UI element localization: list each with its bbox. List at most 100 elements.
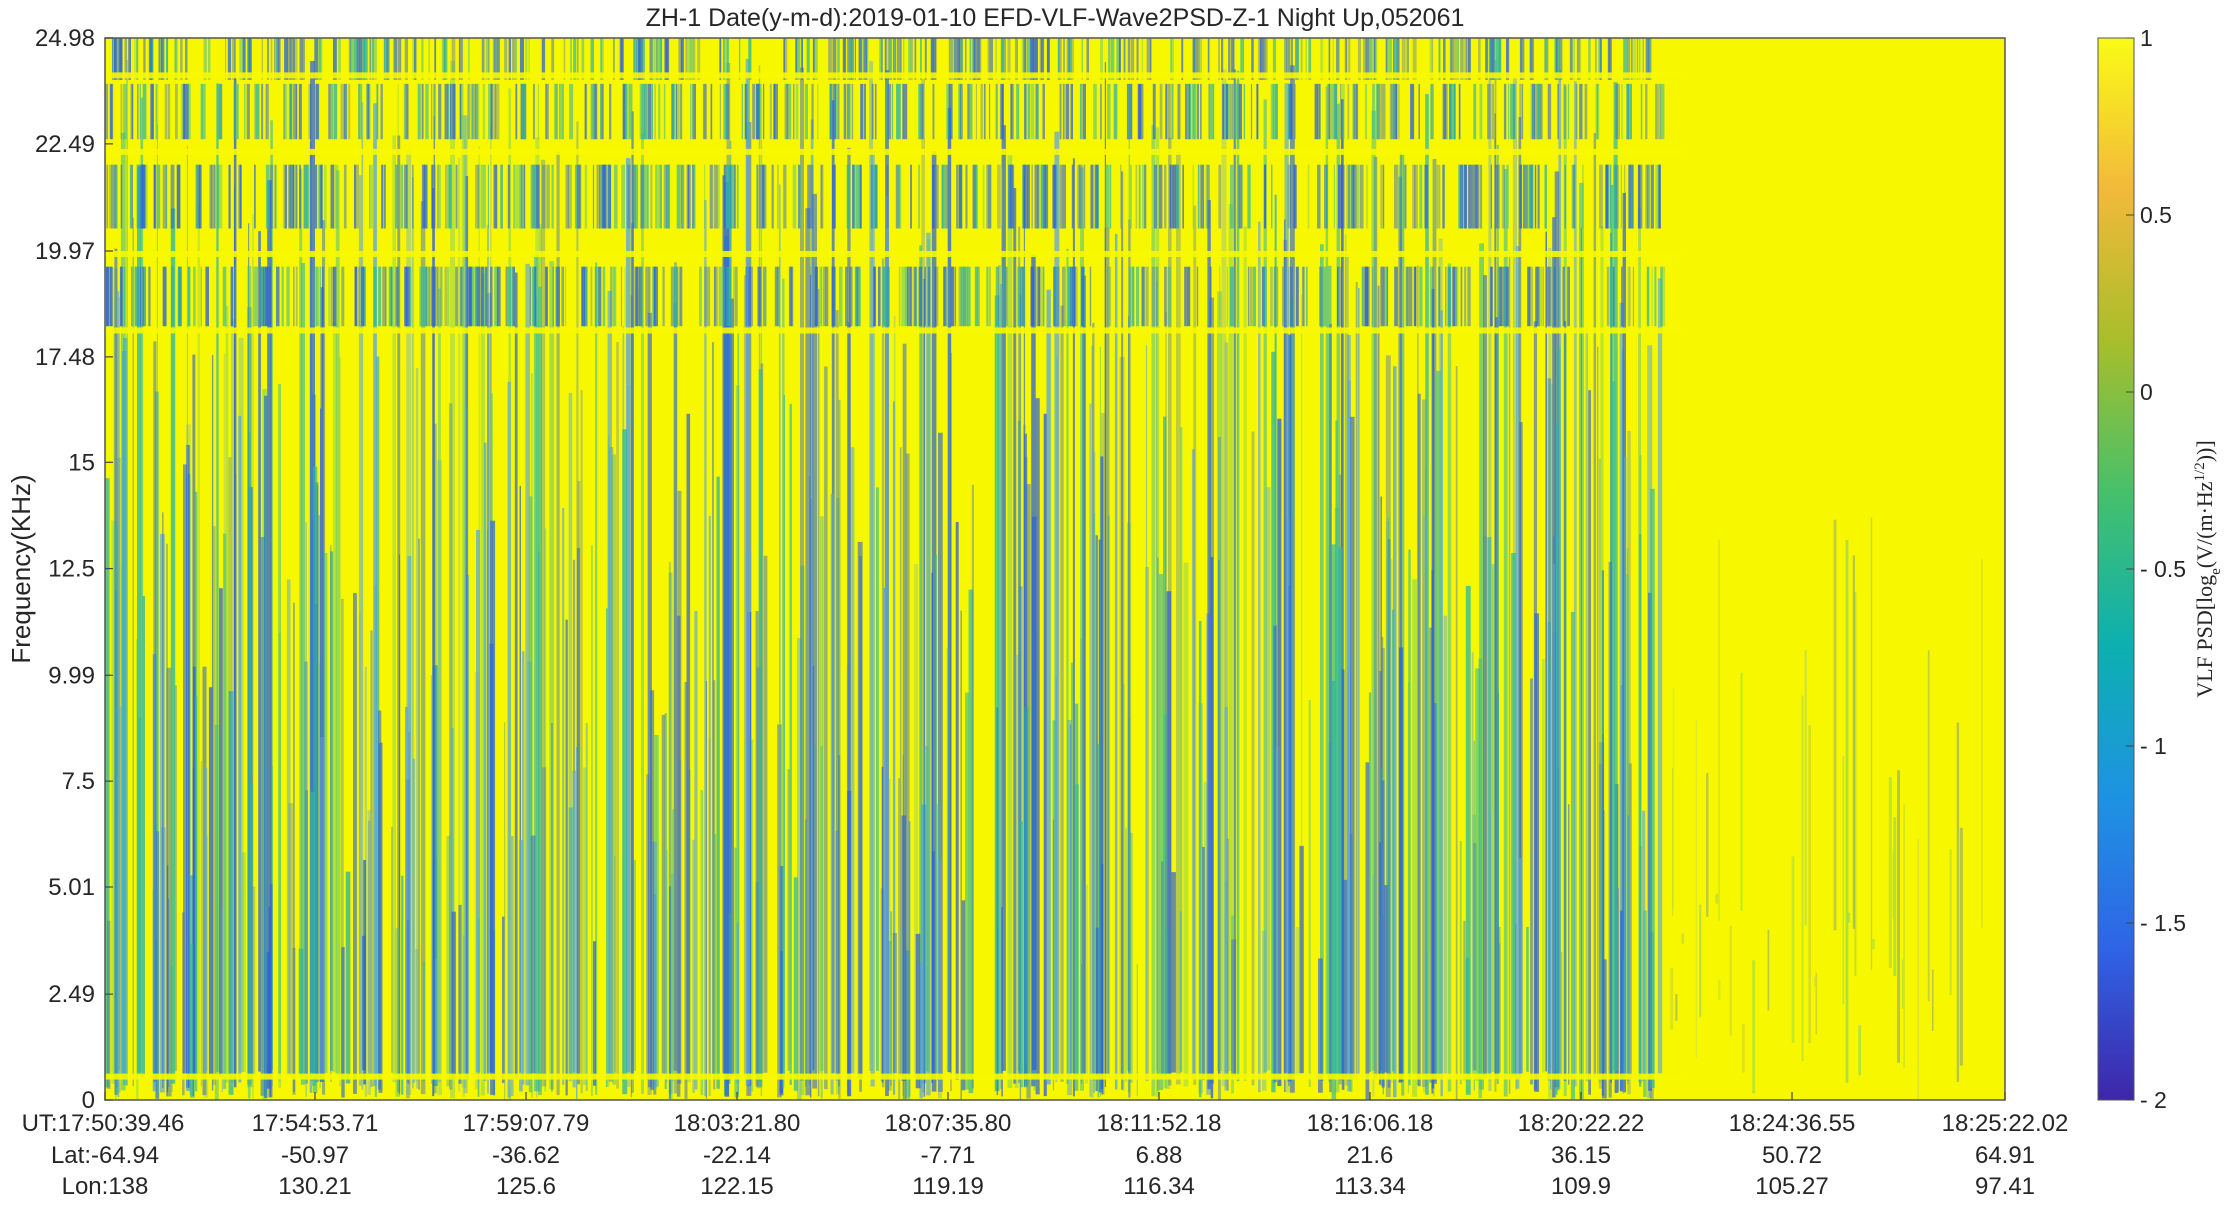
spectrogram-band-streak xyxy=(1024,83,1026,140)
spectrogram-band-streak xyxy=(559,83,561,140)
spectrogram-band-streak xyxy=(773,83,776,140)
x-axis: UT:17:50:39.46Lat:-64.94Lon:13817:54:53.… xyxy=(22,1092,2068,1200)
spectrogram-band-streak xyxy=(449,83,452,140)
spectrogram-band-streak xyxy=(162,266,167,327)
spectrogram-streak xyxy=(887,940,892,1091)
spectrogram-band-streak xyxy=(248,38,252,80)
spectrogram-streak xyxy=(1624,456,1627,1080)
spectrogram-band-streak xyxy=(353,38,357,80)
spectrogram-band-streak xyxy=(109,266,113,327)
spectrogram-band-streak xyxy=(1418,83,1420,140)
spectrogram-band-streak xyxy=(1089,266,1092,327)
spectrogram-streak xyxy=(299,168,303,1079)
spectrogram-streak xyxy=(672,809,674,1082)
spectrogram-streak xyxy=(189,943,194,1096)
spectrogram-band-streak xyxy=(1479,83,1483,140)
spectrogram-band-streak xyxy=(642,164,645,229)
spectrogram-streak xyxy=(686,413,691,1079)
spectrogram-streak xyxy=(446,835,451,1087)
spectrogram-band-streak xyxy=(1272,38,1276,80)
spectrogram-streak xyxy=(264,395,268,1098)
spectrogram-band-streak xyxy=(1073,266,1076,327)
spectrogram-band-streak xyxy=(1496,38,1500,80)
spectrogram-band-streak xyxy=(110,83,113,140)
spectrogram-band-streak xyxy=(1033,38,1038,80)
spectrogram-streak xyxy=(1463,920,1466,1081)
spectrogram-streak xyxy=(1275,746,1280,1081)
spectrogram-band-streak xyxy=(1408,266,1413,327)
spectrogram-band-streak xyxy=(1645,38,1649,80)
spectrogram-streak xyxy=(1491,564,1497,1072)
spectrogram-streak xyxy=(1387,539,1391,1088)
spectrogram-band-streak xyxy=(1429,266,1433,327)
spectrogram-streak xyxy=(1603,810,1605,1072)
spectrogram-band-streak xyxy=(330,164,335,229)
spectrogram-streak xyxy=(1622,959,1625,1094)
spectrogram-band-streak xyxy=(685,38,687,80)
spectrogram-band-streak xyxy=(932,164,935,229)
spectrogram-band-streak xyxy=(403,83,406,140)
spectrogram-streak xyxy=(514,272,518,1079)
spectrogram-band-streak xyxy=(425,266,430,327)
spectrogram-streak xyxy=(1695,720,1697,1059)
spectrogram-band-streak xyxy=(614,266,616,327)
spectrogram-band-streak xyxy=(901,266,904,327)
spectrogram-band-streak xyxy=(820,164,822,229)
spectrogram-plot-area xyxy=(104,37,2006,1101)
spectrogram-band-streak xyxy=(624,266,626,327)
spectrogram-band-streak xyxy=(1127,38,1131,80)
spectrogram-streak xyxy=(458,904,462,1084)
spectrogram-band-streak xyxy=(397,38,401,80)
spectrogram-band-streak xyxy=(493,38,497,80)
spectrogram-band-streak xyxy=(1053,266,1056,327)
spectrogram-band-streak xyxy=(1230,164,1234,229)
spectrogram-band-streak xyxy=(1055,164,1058,229)
spectrogram-band-streak xyxy=(1412,38,1417,80)
spectrogram-streak xyxy=(1599,742,1605,1076)
spectrogram-band-streak xyxy=(456,164,459,229)
spectrogram-streak xyxy=(1121,171,1124,1090)
spectrogram-band-streak xyxy=(636,38,640,80)
spectrogram-band-streak xyxy=(150,83,154,140)
spectrogram-streak xyxy=(612,454,616,1085)
spectrogram-band-streak xyxy=(850,38,854,80)
spectrogram-band-streak xyxy=(353,38,358,80)
spectrogram-streak xyxy=(892,933,897,1073)
x-tick-label-lat: -7.71 xyxy=(921,1142,976,1169)
spectrogram-streak xyxy=(152,654,157,1092)
spectrogram-streak xyxy=(923,278,926,1097)
spectrogram-streak xyxy=(1231,915,1234,1094)
spectrogram-streak xyxy=(432,188,435,1097)
spectrogram-band-streak xyxy=(163,266,167,327)
spectrogram-streak xyxy=(397,135,401,1093)
spectrogram-streak xyxy=(1277,418,1282,1086)
spectrogram-streak xyxy=(1388,517,1390,1071)
spectrogram-streak xyxy=(535,137,540,1092)
spectrogram-streak xyxy=(1431,570,1434,1094)
spectrogram-streak xyxy=(1236,70,1240,1082)
spectrogram-band-streak xyxy=(1381,83,1386,140)
spectrogram-band-streak xyxy=(184,83,188,140)
spectrogram-band-streak xyxy=(1491,83,1494,140)
spectrogram-band-streak xyxy=(391,266,394,327)
spectrogram-band-streak xyxy=(971,38,976,80)
spectrogram-band-streak xyxy=(1317,83,1321,140)
spectrogram-streak xyxy=(433,116,435,1074)
spectrogram-band-streak xyxy=(859,164,862,229)
spectrogram-streak xyxy=(422,961,425,1082)
spectrogram-band-streak xyxy=(105,83,109,140)
spectrogram-band-streak xyxy=(1563,83,1567,140)
x-tick-label-ut: 17:59:07.79 xyxy=(463,1110,590,1137)
spectrogram-streak xyxy=(260,537,266,1096)
spectrogram-band-streak xyxy=(1330,83,1334,140)
spectrogram-band-streak xyxy=(520,38,524,80)
spectrogram-streak xyxy=(1561,952,1563,1077)
spectrogram-band-streak xyxy=(476,266,480,327)
spectrogram-band-streak xyxy=(1008,164,1012,229)
spectrogram-streak xyxy=(1343,879,1348,1078)
spectrogram-streak xyxy=(304,661,308,1077)
spectrogram-band-streak xyxy=(161,38,165,80)
spectrogram-band-streak xyxy=(293,38,298,80)
spectrogram-streak xyxy=(734,847,737,1098)
spectrogram-streak xyxy=(487,293,492,1074)
